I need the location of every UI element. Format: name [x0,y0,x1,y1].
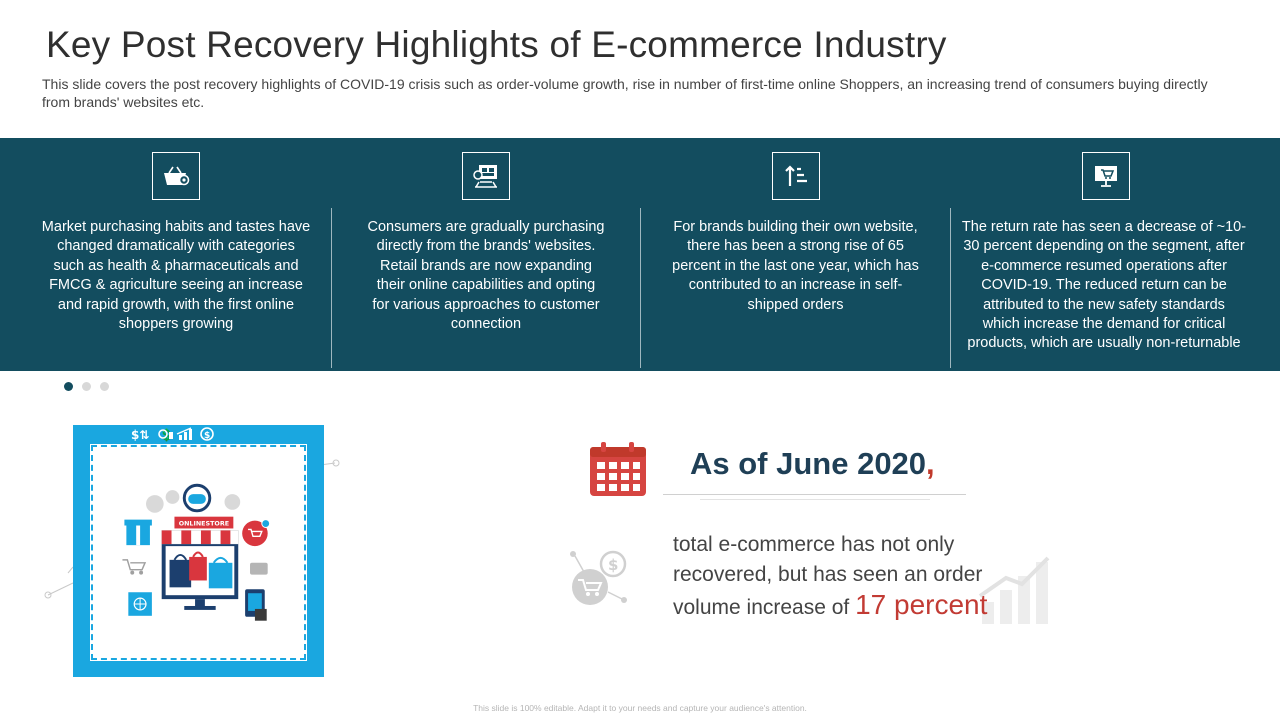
store-illustration-frame: $⇅ 💲 $ ONLINESTORE [73,425,324,677]
highlight-4-line: The return rate has seen a decrease of ~… [961,219,1247,235]
highlight-2-line: Consumers are gradually purchasing [367,219,605,235]
store-sign-text: ONLINESTORE [179,520,229,528]
column-divider [950,208,951,368]
column-divider [640,208,641,368]
highlight-1-line: such as health & pharmaceuticals and [53,257,299,274]
highlight-2-line: Retail brands are now expanding [380,257,592,274]
shopping-basket-icon [152,152,200,200]
highlight-3-line: there has been a strong rise of 65 [687,238,904,255]
highlight-card-2: Consumers are gradually purchasing direc… [332,138,640,371]
monitor-cart-icon [1082,152,1130,200]
stat-description: total e-commerce has not only recovered,… [673,530,1053,623]
calendar-icon [590,442,646,496]
stat-line: volume increase of 17 percent [673,590,1053,623]
highlight-2-line: connection [450,316,522,333]
svg-text:$: $ [608,556,618,574]
svg-text:$⇅: $⇅ [131,428,149,442]
carousel-dot[interactable] [82,382,91,391]
highlight-4-line: COVID-19. The reduced return can be [981,277,1227,294]
carousel-indicator [64,382,109,391]
sort-ascending-icon [772,152,820,200]
stat-line-prefix: volume increase of [673,596,856,619]
stat-line: recovered, but has seen an order [673,563,983,586]
highlight-2-line: their online capabilities and opting [376,277,596,294]
highlight-1-line: changed dramatically with categories [57,238,295,255]
highlight-3-line: For brands building their own website, [673,219,918,235]
highlight-4-line: e-commerce resumed operations after [981,257,1227,274]
highlight-1-line: shoppers growing [118,316,234,333]
highlight-3-line: shipped orders [747,296,844,313]
stat-date-heading: As of June 2020, [690,446,935,482]
stat-highlight-value: 17 percent [855,589,988,620]
highlight-1-line: Market purchasing habits and tastes have [41,219,311,235]
highlight-4-line: 30 percent depending on the segment, aft… [963,238,1245,255]
heading-underline [663,494,966,495]
online-store-illustration: ONLINESTORE [122,483,271,621]
svg-text:$: $ [204,431,210,441]
finance-icons-strip: $⇅ 💲 $ [131,427,214,442]
stat-line: total e-commerce has not only [673,533,955,556]
cart-dollar-icon: $ [570,550,627,605]
highlight-card-1: Market purchasing habits and tastes have… [20,138,332,371]
stat-date-label: As of June 2020 [690,446,927,481]
highlights-band: Market purchasing habits and tastes have… [0,138,1280,371]
page-subtitle: This slide covers the post recovery high… [42,76,1208,110]
online-store-icon [462,152,510,200]
carousel-dot[interactable] [100,382,109,391]
highlight-2-line: for various approaches to customer [372,296,600,313]
highlight-4-line: which increase the demand for critical [982,316,1226,333]
highlight-2-line: directly from the brands' websites. [376,238,596,255]
carousel-dot-active[interactable] [64,382,73,391]
heading-underline-secondary [700,499,930,500]
growth-chart-icon [978,556,1050,624]
page-title: Key Post Recovery Highlights of E-commer… [46,24,947,65]
highlight-4-line: attributed to the new safety standards [983,296,1225,313]
store-illustration-panel: ONLINESTORE [90,444,307,661]
highlight-card-3: For brands building their own website, t… [641,138,950,371]
highlight-card-4: The return rate has seen a decrease of ~… [951,138,1257,371]
footer-note: This slide is 100% editable. Adapt it to… [473,703,807,713]
highlight-1-line: FMCG & agriculture seeing an increase [49,277,303,294]
highlight-3-line: percent in the last one year, which has [672,257,919,274]
highlight-4-line: products, which are usually non-returnab… [967,335,1241,352]
stat-date-comma: , [926,446,935,481]
highlight-1-line: and rapid growth, with the first online [57,296,295,313]
column-divider [331,208,332,368]
highlight-3-line: contributed to an increase in self- [688,277,903,294]
